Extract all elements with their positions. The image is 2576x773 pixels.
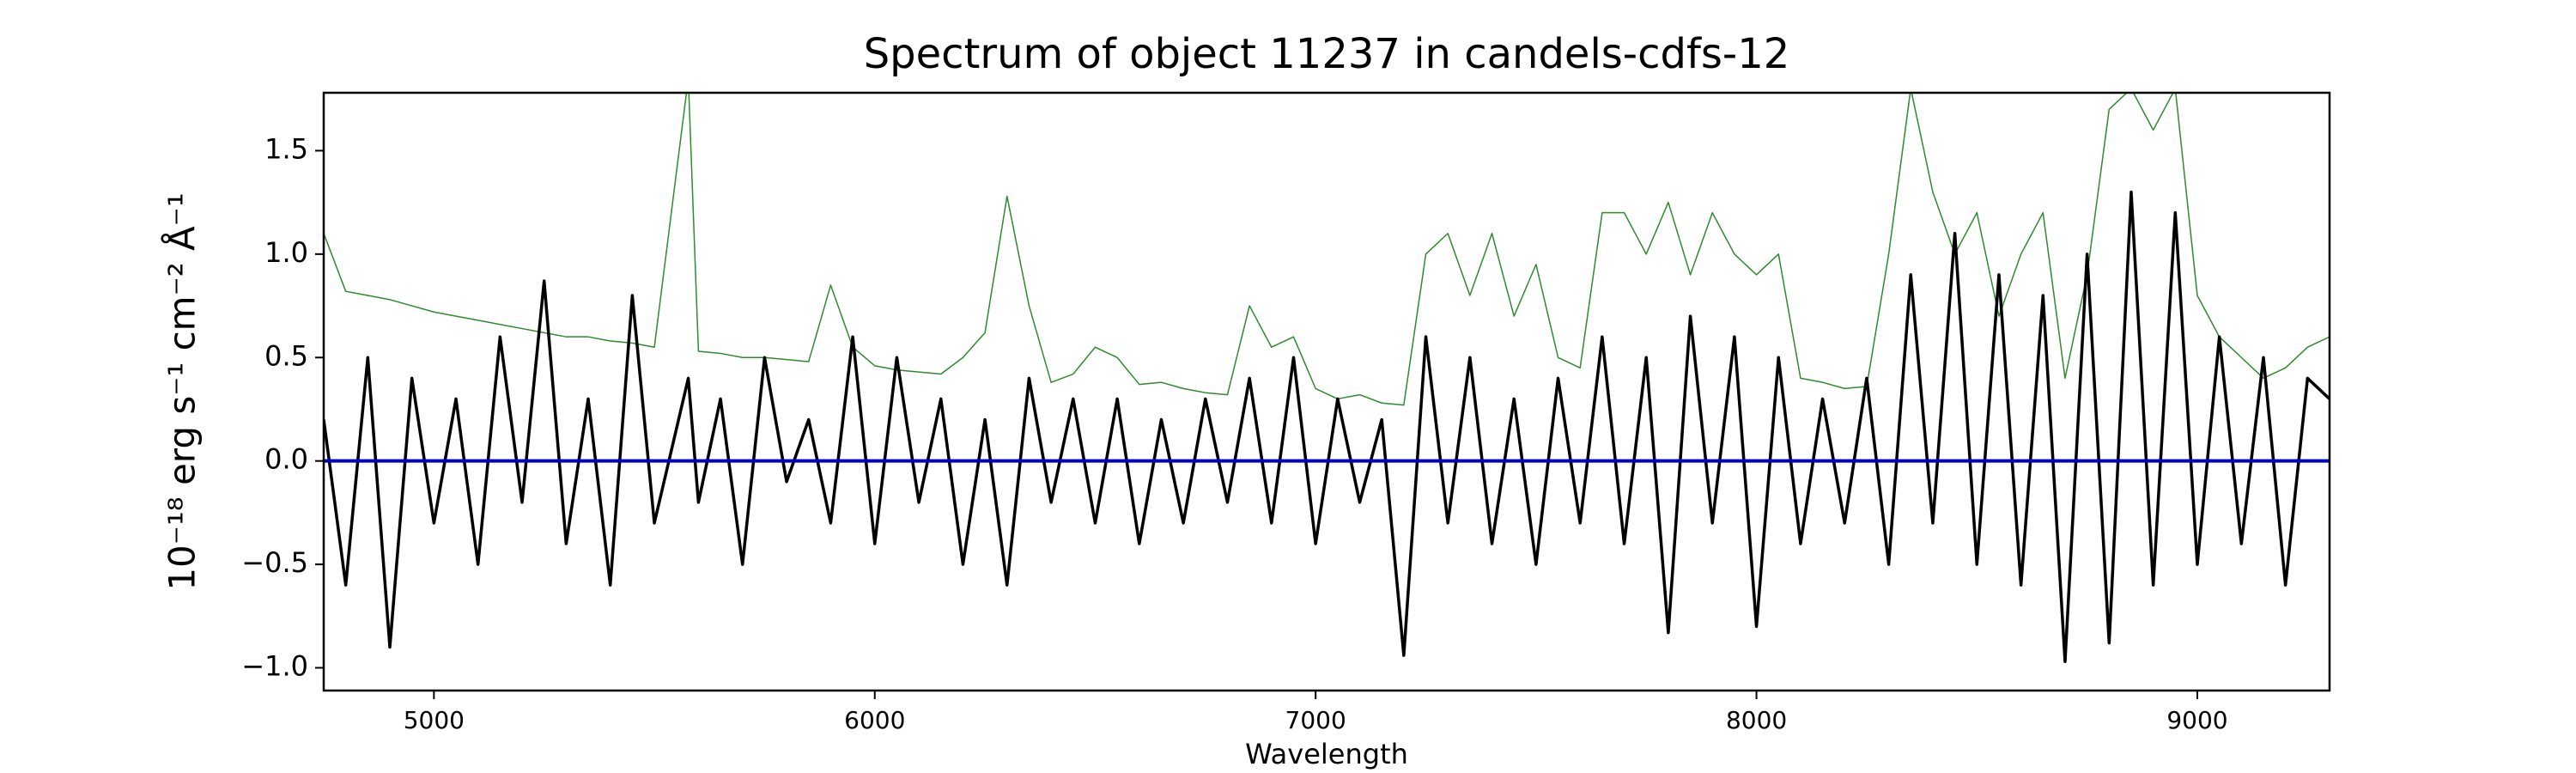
- y-tick-label: −0.5: [241, 546, 308, 579]
- y-tick-label: 1.5: [264, 132, 308, 165]
- x-tick-label: 7000: [1285, 706, 1346, 734]
- plot-frame: [322, 91, 2331, 692]
- y-tick-label: 0.5: [264, 339, 308, 372]
- y-tick-label: 1.0: [264, 236, 308, 269]
- spectrum-line: [324, 93, 2330, 406]
- x-tick-label: 6000: [844, 706, 905, 734]
- x-tick-label: 5000: [404, 706, 465, 734]
- x-axis-label: Wavelength: [1245, 738, 1408, 770]
- chart-title: Spectrum of object 11237 in candels-cdfs…: [864, 30, 1790, 78]
- y-tick-label: −1.0: [241, 650, 308, 683]
- y-axis-label: 10⁻¹⁸ erg s⁻¹ cm⁻² Å⁻¹: [161, 192, 204, 590]
- plot-area: [324, 93, 2330, 664]
- x-tick-label: 9000: [2166, 706, 2227, 734]
- x-tick-label: 8000: [1726, 706, 1787, 734]
- y-tick-label: 0.0: [264, 443, 308, 476]
- spectrum-line: [324, 190, 2330, 664]
